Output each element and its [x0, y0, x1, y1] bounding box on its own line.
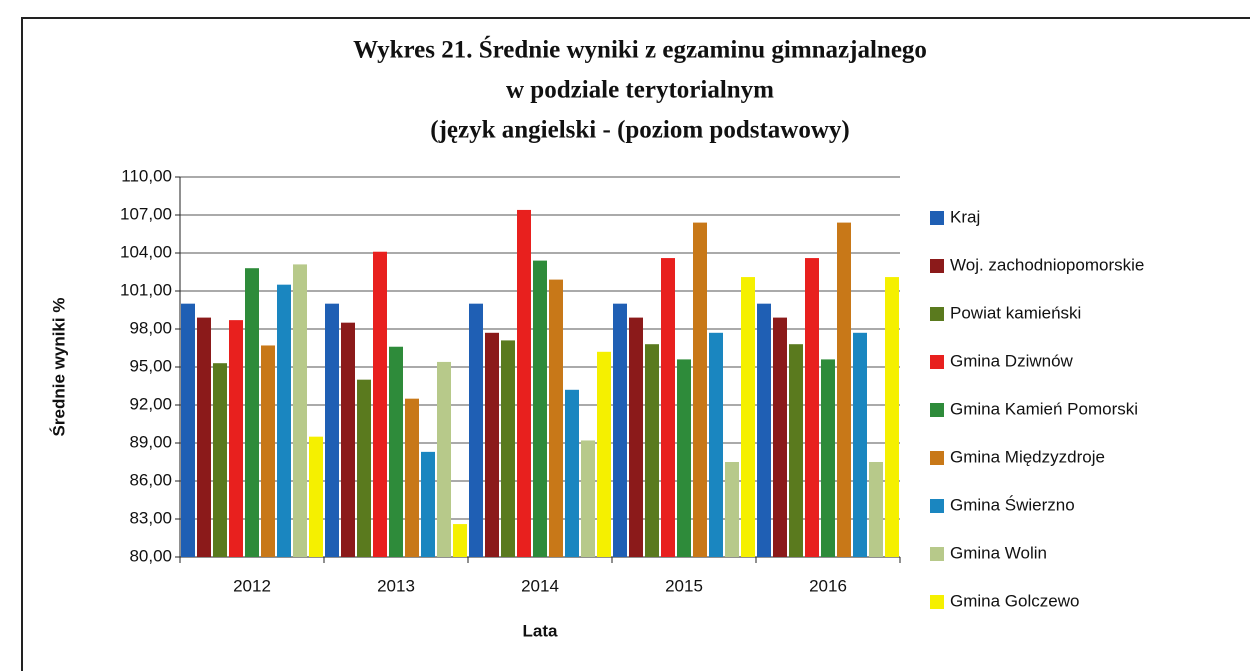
- y-tick-label: 92,00: [129, 394, 172, 413]
- legend-swatch: [930, 355, 944, 369]
- bar: [229, 320, 243, 557]
- bar: [533, 260, 547, 557]
- bar: [261, 345, 275, 557]
- bar: [389, 346, 403, 557]
- x-tick-label: 2014: [521, 576, 559, 595]
- x-tick-label: 2016: [809, 576, 847, 595]
- legend-label: Kraj: [950, 207, 980, 226]
- bar: [245, 268, 259, 557]
- bar: [453, 524, 467, 557]
- y-tick-label: 107,00: [120, 204, 172, 223]
- bar: [485, 332, 499, 557]
- bar: [565, 389, 579, 557]
- x-tick-label: 2012: [233, 576, 271, 595]
- y-tick-label: 101,00: [120, 280, 172, 299]
- y-tick-label: 110,00: [121, 166, 172, 185]
- legend-swatch: [930, 547, 944, 561]
- bar: [549, 279, 563, 557]
- frame: [21, 17, 1250, 671]
- bar: [421, 451, 435, 557]
- bar: [741, 277, 755, 557]
- legend-swatch: [930, 259, 944, 273]
- bar: [437, 361, 451, 557]
- legend-swatch: [930, 403, 944, 417]
- bar: [597, 351, 611, 557]
- legend-swatch: [930, 211, 944, 225]
- bar: [405, 398, 419, 557]
- bar: [197, 317, 211, 557]
- bar: [805, 258, 819, 557]
- legend-label: Gmina Golczewo: [950, 591, 1079, 610]
- bar: [357, 379, 371, 557]
- bar: [725, 462, 739, 557]
- bar: [373, 251, 387, 557]
- chart-title: Wykres 21. Średnie wyniki z egzaminu gim…: [353, 36, 927, 64]
- y-tick-label: 80,00: [129, 546, 172, 565]
- legend-label: Gmina Międzyzdroje: [950, 447, 1105, 466]
- x-tick-label: 2013: [377, 576, 415, 595]
- bar: [885, 277, 899, 557]
- chart-title: (język angielski - (poziom podstawowy): [430, 117, 849, 144]
- legend-label: Gmina Dziwnów: [950, 351, 1074, 370]
- legend-label: Gmina Świerzno: [950, 495, 1075, 514]
- chart-title: w podziale terytorialnym: [506, 77, 774, 104]
- y-tick-label: 89,00: [129, 432, 172, 451]
- legend-swatch: [930, 307, 944, 321]
- bar: [773, 317, 787, 557]
- legend-swatch: [930, 451, 944, 465]
- bar: [309, 436, 323, 557]
- bar: [581, 440, 595, 557]
- legend-swatch: [930, 595, 944, 609]
- bar: [325, 303, 339, 557]
- bar: [341, 322, 355, 557]
- bar: [869, 462, 883, 557]
- bar: [709, 332, 723, 557]
- y-axis-label: Średnie wyniki %: [49, 298, 68, 437]
- bar: [837, 222, 851, 557]
- bar: [181, 303, 195, 557]
- bar: [517, 209, 531, 557]
- legend-label: Powiat kamieński: [950, 303, 1081, 322]
- bar: [693, 222, 707, 557]
- bar: [789, 344, 803, 557]
- legend-label: Gmina Kamień Pomorski: [950, 399, 1138, 418]
- y-tick-label: 83,00: [129, 508, 172, 527]
- x-axis-label: Lata: [523, 621, 559, 640]
- y-tick-label: 104,00: [120, 242, 172, 261]
- y-tick-label: 95,00: [129, 356, 172, 375]
- bar: [277, 284, 291, 557]
- legend-label: Gmina Wolin: [950, 543, 1047, 562]
- y-tick-label: 98,00: [129, 318, 172, 337]
- bar: [213, 363, 227, 557]
- bar: [853, 332, 867, 557]
- legend-swatch: [930, 499, 944, 513]
- legend-label: Woj. zachodniopomorskie: [950, 255, 1144, 274]
- bar: [613, 303, 627, 557]
- bar: [821, 359, 835, 557]
- x-tick-label: 2015: [665, 576, 703, 595]
- bar: [629, 317, 643, 557]
- bar: [677, 359, 691, 557]
- bar: [293, 264, 307, 557]
- y-tick-label: 86,00: [129, 470, 172, 489]
- bar: [469, 303, 483, 557]
- bar: [645, 344, 659, 557]
- bar: [757, 303, 771, 557]
- bar: [661, 258, 675, 557]
- bar: [501, 340, 515, 557]
